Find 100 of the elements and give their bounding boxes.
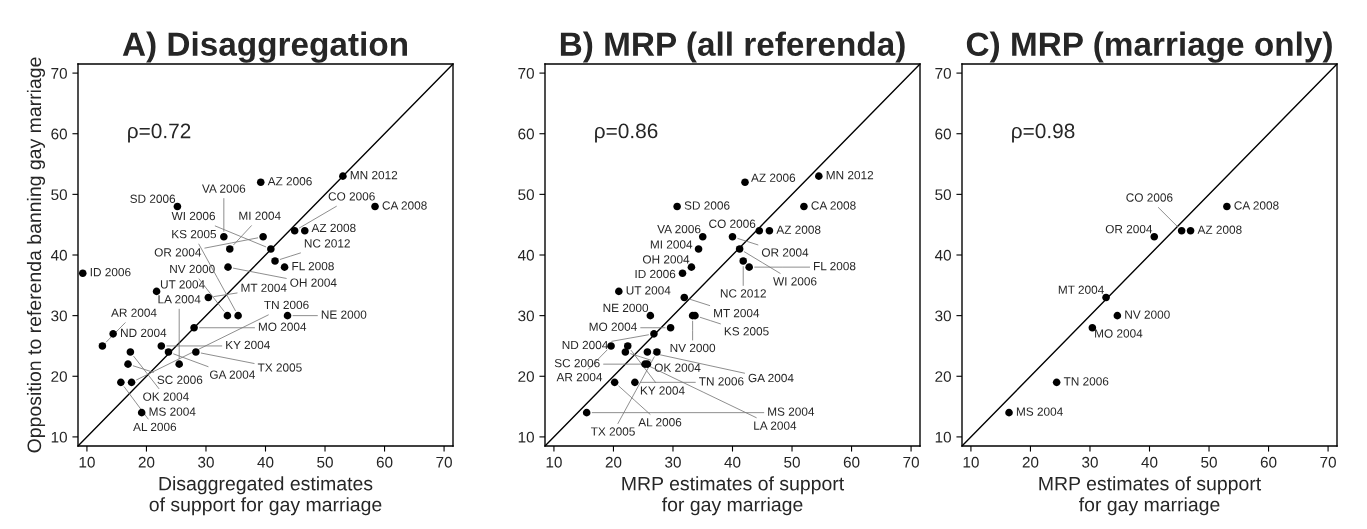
annotation: AZ 2008 [776,225,821,234]
y-tick-label: 10 [518,431,534,443]
chart-title: C) MRP (marriage only) [966,31,1332,63]
x-axis-title: Disaggregated estimates of support for gay marriage [149,476,382,516]
y-axis-title: Opposition to referenda banning gay marriage [26,57,46,453]
y-tick-label: 30 [935,310,951,322]
y-tick-label: 50 [51,189,67,201]
annotation: MT 2004 [714,308,760,318]
y-tick-label: 70 [51,67,67,79]
annotation: MI 2004 [650,240,693,249]
y-tick-label: 50 [518,189,534,201]
annotation: OK 2004 [654,363,701,372]
annotation: OK 2004 [143,392,189,401]
annotation: TX 2005 [590,427,635,436]
y-tick-label: 40 [517,249,534,261]
annotation: MI 2004 [239,211,281,220]
annotation: NC 2012 [304,239,350,248]
annotation: MS 2004 [149,407,196,416]
annotation: AR 2004 [111,308,157,317]
annotation: MN 2012 [826,170,874,180]
annotation: MO 2004 [258,322,307,331]
annotation: KY 2004 [640,386,685,395]
y-tick-label: 10 [935,431,951,443]
y-tick-label: 40 [50,249,67,261]
annotation: AR 2004 [556,372,603,382]
x-tick-label: 30 [198,456,214,468]
x-tick-label: 10 [546,456,562,468]
x-axis-title: MRP estimates of support for gay marriage [622,476,845,516]
annotation: MT 2004 [241,283,287,292]
x-tick-label: 60 [843,456,860,468]
x-tick-label: 40 [724,456,741,468]
chart-title: B) MRP (all referenda) [560,31,905,63]
x-tick-label: 70 [903,456,919,468]
x-tick-label: 70 [1320,456,1336,468]
annotation: CA 2008 [811,201,856,210]
annotation: GA 2004 [748,373,794,383]
y-tick-label: 30 [51,310,67,322]
annotation: OR 2004 [761,248,809,257]
annotation: TX 2005 [257,363,302,372]
annotation: SC 2006 [554,358,600,368]
annotation: ID 2006 [635,269,676,279]
x-tick-label: 60 [1260,456,1277,468]
x-tick-label: 20 [138,456,155,468]
annotation: ρ=0.86 [595,123,658,143]
annotation: VA 2006 [657,224,701,234]
annotation: KY 2004 [226,340,270,350]
annotation: MS 2004 [768,407,815,416]
annotation: MO 2004 [589,322,637,331]
annotation: OR 2004 [1105,224,1153,234]
annotation: TN 2006 [699,377,744,386]
x-tick-label: 30 [1082,456,1098,468]
annotation: MN 2012 [350,170,398,180]
annotation: VA 2006 [202,184,246,193]
x-tick-label: 50 [784,456,800,468]
annotation: WI 2006 [171,211,216,221]
annotation: TN 2006 [264,300,309,310]
annotation: ρ=0.72 [128,123,191,143]
annotation: CA 2008 [1234,201,1279,210]
y-tick-label: 70 [518,67,534,79]
annotation: LA 2004 [158,295,201,304]
y-tick-label: 50 [935,189,951,201]
x-tick-label: 50 [1201,456,1217,468]
x-tick-label: 40 [257,456,274,468]
annotation: OH 2004 [642,255,690,264]
x-tick-label: 20 [1022,456,1039,468]
annotation: UT 2004 [160,280,205,289]
y-tick-label: 60 [51,128,67,140]
y-tick-label: 60 [518,128,534,140]
annotation: OR 2004 [154,248,202,257]
y-tick-label: 20 [518,371,534,382]
annotation: ID 2006 [90,268,131,277]
annotation: CO 2006 [328,192,375,201]
annotation: MS 2004 [1016,407,1063,416]
annotation: AL 2006 [133,422,177,432]
annotation: KS 2005 [172,229,217,239]
x-tick-label: 30 [665,456,681,468]
annotation: AZ 2006 [751,173,796,182]
annotation: UT 2004 [626,286,671,295]
x-tick-label: 70 [436,456,452,468]
annotation: ND 2004 [121,328,167,337]
annotation: LA 2004 [754,421,797,430]
annotation: ρ=0.98 [1012,123,1075,143]
annotation: NV 2000 [670,343,716,353]
y-tick-label: 70 [935,67,951,79]
annotation: SD 2006 [130,194,176,203]
x-tick-label: 10 [79,456,95,468]
x-tick-label: 20 [605,456,622,468]
x-tick-label: 40 [1141,456,1158,468]
annotation: CO 2006 [709,219,756,228]
annotation: SD 2006 [684,201,730,210]
y-tick-label: 30 [518,310,534,322]
annotation: NV 2000 [1125,310,1170,319]
annotation: NE 2000 [321,310,367,319]
x-tick-label: 50 [317,456,333,468]
y-tick-label: 40 [934,249,951,261]
annotation: MT 2004 [1058,285,1104,294]
annotation: FL 2008 [292,261,334,271]
annotation: CA 2008 [382,201,427,210]
annotation: AZ 2008 [311,223,356,233]
annotation: NV 2000 [170,264,215,274]
